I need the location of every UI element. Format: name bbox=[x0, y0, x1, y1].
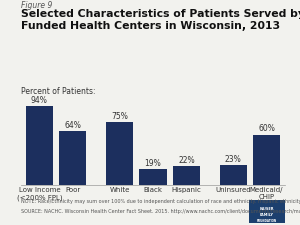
Bar bbox=[139, 169, 167, 184]
Text: 60%: 60% bbox=[258, 124, 275, 133]
Text: 19%: 19% bbox=[145, 159, 161, 168]
Text: 23%: 23% bbox=[225, 155, 242, 164]
Bar bbox=[26, 106, 53, 184]
Text: Percent of Patients:: Percent of Patients: bbox=[21, 87, 95, 96]
Text: 75%: 75% bbox=[111, 112, 128, 121]
Bar bbox=[253, 135, 280, 184]
Text: 94%: 94% bbox=[31, 96, 48, 105]
Text: FOUNDATION: FOUNDATION bbox=[257, 218, 277, 223]
Text: NOTE: Race/Ethnicity may sum over 100% due to independent calculation of race an: NOTE: Race/Ethnicity may sum over 100% d… bbox=[21, 199, 300, 204]
Bar bbox=[59, 131, 86, 184]
Text: KAISER: KAISER bbox=[260, 207, 274, 211]
Text: Figure 9: Figure 9 bbox=[21, 1, 52, 10]
Text: 22%: 22% bbox=[178, 156, 195, 165]
Text: Selected Characteristics of Patients Served by Federally-
Funded Health Centers : Selected Characteristics of Patients Ser… bbox=[21, 9, 300, 31]
Text: FAMILY: FAMILY bbox=[260, 213, 274, 217]
Text: SOURCE: NACHC. Wisconsin Health Center Fact Sheet. 2015. http://www.nachc.com/cl: SOURCE: NACHC. Wisconsin Health Center F… bbox=[21, 209, 300, 214]
Bar bbox=[220, 165, 247, 184]
Bar bbox=[106, 122, 133, 184]
Text: 64%: 64% bbox=[64, 121, 81, 130]
Bar bbox=[173, 166, 200, 184]
